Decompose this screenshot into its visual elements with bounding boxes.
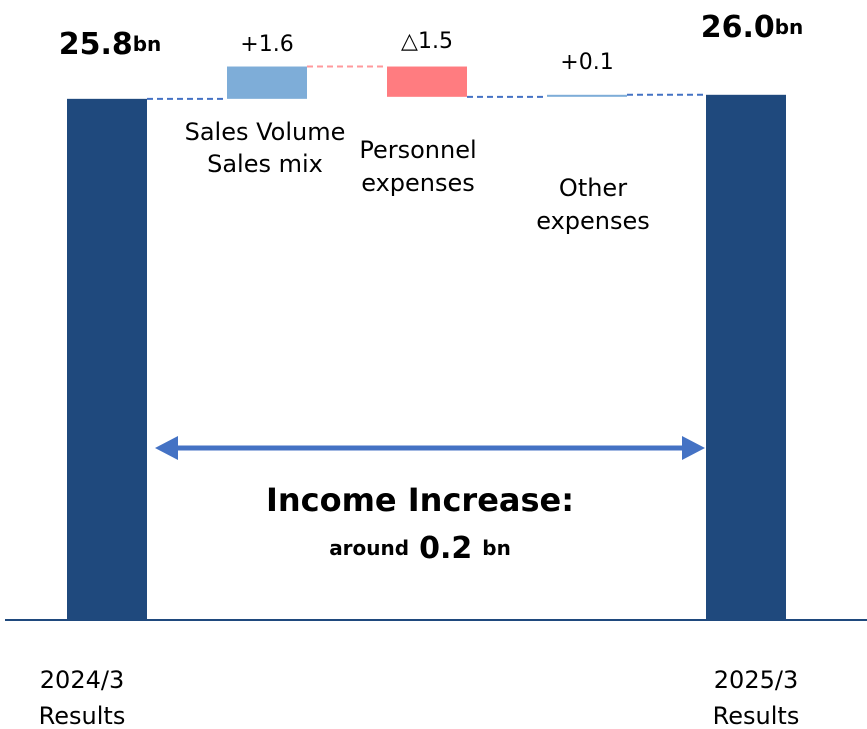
bar xyxy=(547,94,627,97)
arrow-head xyxy=(155,436,178,460)
bar xyxy=(706,94,786,621)
arrow-head xyxy=(682,436,705,460)
category-label: Sales mix xyxy=(207,150,323,178)
unit: bn xyxy=(133,32,162,56)
category-label: Sales Volume xyxy=(185,118,346,146)
value-label: 25.8bn xyxy=(59,27,162,62)
category-label: expenses xyxy=(361,169,475,197)
value-text: 26.0 xyxy=(701,10,775,45)
value-label: 26.0bn xyxy=(701,10,804,45)
value-label: +0.1 xyxy=(560,50,613,75)
category-label: Other xyxy=(559,174,627,202)
annotation-prefix: around xyxy=(329,536,409,560)
annotation-number: 0.2 xyxy=(419,531,472,566)
annotation-title: Income Increase: xyxy=(266,481,574,519)
category-label: expenses xyxy=(536,207,650,235)
bar xyxy=(67,98,147,621)
category-label: Results xyxy=(39,702,126,729)
annotation-value: around 0.2 bn xyxy=(329,531,511,566)
category-label: Personnel xyxy=(359,136,476,164)
value-label: +1.6 xyxy=(240,32,293,57)
value-text: 25.8 xyxy=(59,27,133,62)
category-label: 2024/3 xyxy=(40,666,124,694)
value-label: △1.5 xyxy=(401,29,453,54)
bar xyxy=(227,66,307,99)
unit: bn xyxy=(775,15,804,39)
category-label: 2025/3 xyxy=(714,666,798,694)
annotation-unit: bn xyxy=(482,536,511,560)
category-label: Results xyxy=(713,702,800,729)
bar xyxy=(387,66,467,97)
